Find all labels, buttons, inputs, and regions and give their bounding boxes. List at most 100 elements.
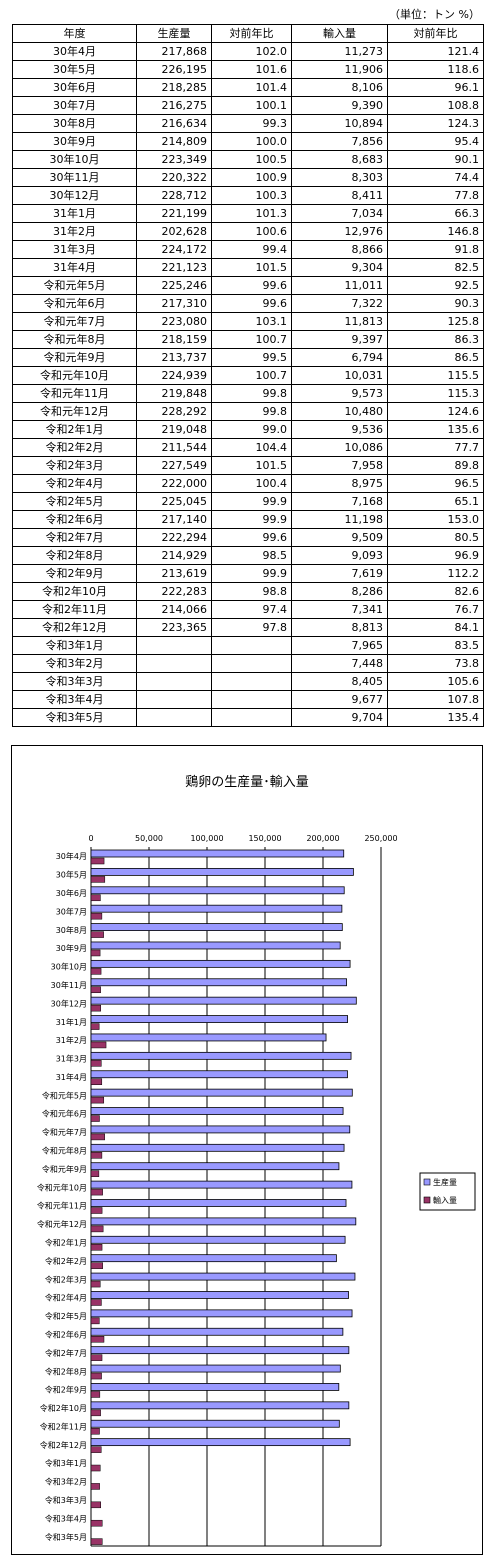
- cell-period: 31年1月: [12, 204, 137, 223]
- cell-production: 213,737: [136, 348, 212, 367]
- cell-production: 224,939: [136, 366, 212, 385]
- cell-period: 30年12月: [12, 186, 137, 205]
- y-category-label: 令和2年6月: [45, 1329, 87, 1339]
- cell-imports-yoy: 96.1: [387, 78, 484, 97]
- cell-imports: 9,677: [291, 690, 388, 709]
- cell-imports: 11,011: [291, 276, 388, 295]
- bar-production: [90, 1051, 352, 1060]
- bar-production: [90, 1327, 344, 1336]
- cell-production-yoy: [211, 636, 292, 655]
- x-tick-label: 200,000: [306, 834, 339, 843]
- cell-imports: 11,198: [291, 510, 388, 529]
- cell-imports-yoy: 124.3: [387, 114, 484, 133]
- cell-production-yoy: 99.6: [211, 276, 292, 295]
- x-tick-label: 250,000: [364, 834, 397, 843]
- cell-production: [136, 672, 212, 691]
- cell-production-yoy: 99.3: [211, 114, 292, 133]
- cell-period: 令和2年6月: [12, 510, 137, 529]
- table-row: 令和元年9月 213,737 99.5 6,794 86.5: [12, 348, 484, 367]
- cell-period: 令和2年1月: [12, 420, 137, 439]
- table-row: 令和元年12月 228,292 99.8 10,480 124.6: [12, 402, 484, 421]
- y-category-label: 令和元年10月: [37, 1182, 87, 1192]
- cell-period: 令和元年9月: [12, 348, 137, 367]
- bar-production: [90, 1143, 345, 1152]
- cell-imports: 11,273: [291, 42, 388, 61]
- table-row: 令和2年3月 227,549 101.5 7,958 89.8: [12, 456, 484, 475]
- legend-swatch-imports: [423, 1196, 431, 1204]
- table-row: 令和元年6月 217,310 99.6 7,322 90.3: [12, 294, 484, 313]
- cell-period: 30年8月: [12, 114, 137, 133]
- bar-production: [90, 849, 345, 858]
- cell-production-yoy: 99.8: [211, 402, 292, 421]
- header-production: 生産量: [136, 24, 212, 43]
- bar-imports: [90, 1041, 107, 1049]
- cell-imports: 7,965: [291, 636, 388, 655]
- bar-production: [90, 1419, 340, 1428]
- bar-imports: [90, 1060, 102, 1067]
- bar-imports: [90, 1299, 102, 1306]
- cell-period: 30年10月: [12, 150, 137, 169]
- bar-production: [90, 1254, 337, 1263]
- cell-imports-yoy: 95.4: [387, 132, 484, 151]
- cell-production: 222,000: [136, 474, 212, 493]
- cell-imports-yoy: 115.5: [387, 366, 484, 385]
- table-row: 令和2年2月 211,544 104.4 10,086 77.7: [12, 438, 484, 457]
- cell-production-yoy: 98.8: [211, 582, 292, 601]
- cell-imports-yoy: 135.4: [387, 708, 484, 727]
- cell-production-yoy: 101.5: [211, 258, 292, 277]
- cell-period: 30年7月: [12, 96, 137, 115]
- cell-imports: 8,286: [291, 582, 388, 601]
- y-category-label: 令和2年2月: [45, 1256, 87, 1266]
- table-row: 令和元年11月 219,848 99.8 9,573 115.3: [12, 384, 484, 403]
- cell-imports: 10,480: [291, 402, 388, 421]
- cell-imports: 7,958: [291, 456, 388, 475]
- cell-imports-yoy: 112.2: [387, 564, 484, 583]
- cell-production-yoy: 100.6: [211, 222, 292, 241]
- cell-imports: 8,411: [291, 186, 388, 205]
- cell-period: 30年11月: [12, 168, 137, 187]
- bar-production: [90, 1033, 327, 1042]
- bar-production: [90, 941, 341, 950]
- cell-imports-yoy: 66.3: [387, 204, 484, 223]
- cell-imports-yoy: 80.5: [387, 528, 484, 547]
- cell-imports: 9,390: [291, 96, 388, 115]
- cell-imports: 8,303: [291, 168, 388, 187]
- cell-period: 令和2年2月: [12, 438, 137, 457]
- cell-production: [136, 654, 212, 673]
- bar-imports: [90, 1317, 100, 1325]
- cell-imports-yoy: 135.6: [387, 420, 484, 439]
- cell-production-yoy: [211, 654, 292, 673]
- cell-imports-yoy: 76.7: [387, 600, 484, 619]
- bar-production: [90, 959, 351, 968]
- cell-production: 228,712: [136, 186, 212, 205]
- cell-production-yoy: 104.4: [211, 438, 292, 457]
- cell-imports-yoy: 77.7: [387, 438, 484, 457]
- y-category-label: 令和2年11月: [40, 1421, 87, 1431]
- table-row: 30年9月 214,809 100.0 7,856 95.4: [12, 132, 484, 151]
- y-category-label: 30年6月: [56, 888, 87, 898]
- cell-imports-yoy: 91.8: [387, 240, 484, 259]
- cell-production: 202,628: [136, 222, 212, 241]
- cell-production: [136, 690, 212, 709]
- cell-production-yoy: 99.5: [211, 348, 292, 367]
- y-category-label: 令和3年2月: [45, 1477, 87, 1487]
- cell-production: 227,549: [136, 456, 212, 475]
- cell-imports-yoy: 105.6: [387, 672, 484, 691]
- cell-production: 228,292: [136, 402, 212, 421]
- y-category-label: 令和元年11月: [37, 1201, 87, 1211]
- cell-production-yoy: 99.4: [211, 240, 292, 259]
- table-row: 30年10月 223,349 100.5 8,683 90.1: [12, 150, 484, 169]
- bar-production: [90, 886, 345, 895]
- bar-imports: [90, 1280, 101, 1288]
- cell-production: 221,123: [136, 258, 212, 277]
- cell-imports: 10,031: [291, 366, 388, 385]
- y-category-label: 令和2年9月: [45, 1385, 87, 1395]
- cell-production: 226,195: [136, 60, 212, 79]
- cell-production: 214,809: [136, 132, 212, 151]
- cell-imports: 10,894: [291, 114, 388, 133]
- cell-imports: 7,448: [291, 654, 388, 673]
- cell-production-yoy: 99.9: [211, 564, 292, 583]
- cell-imports: 10,086: [291, 438, 388, 457]
- bar-imports: [90, 1225, 104, 1233]
- cell-imports: 9,397: [291, 330, 388, 349]
